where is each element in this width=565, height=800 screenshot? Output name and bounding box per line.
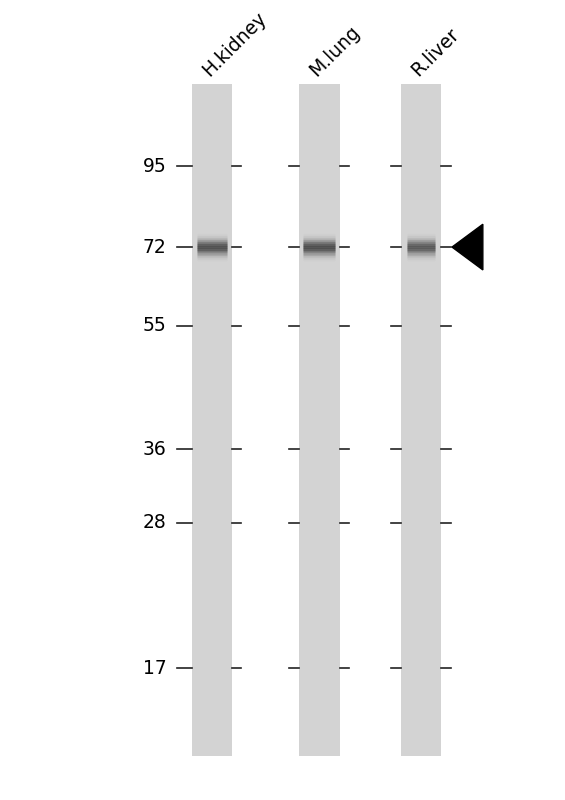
Text: 17: 17	[143, 659, 167, 678]
Text: H.kidney: H.kidney	[198, 9, 270, 80]
Text: 55: 55	[143, 316, 167, 335]
Text: 95: 95	[143, 157, 167, 176]
Bar	[299, 84, 340, 756]
Polygon shape	[452, 224, 483, 270]
Bar	[192, 84, 232, 756]
Bar	[401, 84, 441, 756]
Text: 72: 72	[143, 238, 167, 257]
Text: R.liver: R.liver	[407, 25, 463, 80]
Text: 36: 36	[143, 440, 167, 459]
Text: M.lung: M.lung	[306, 22, 364, 80]
Text: 28: 28	[143, 514, 167, 532]
